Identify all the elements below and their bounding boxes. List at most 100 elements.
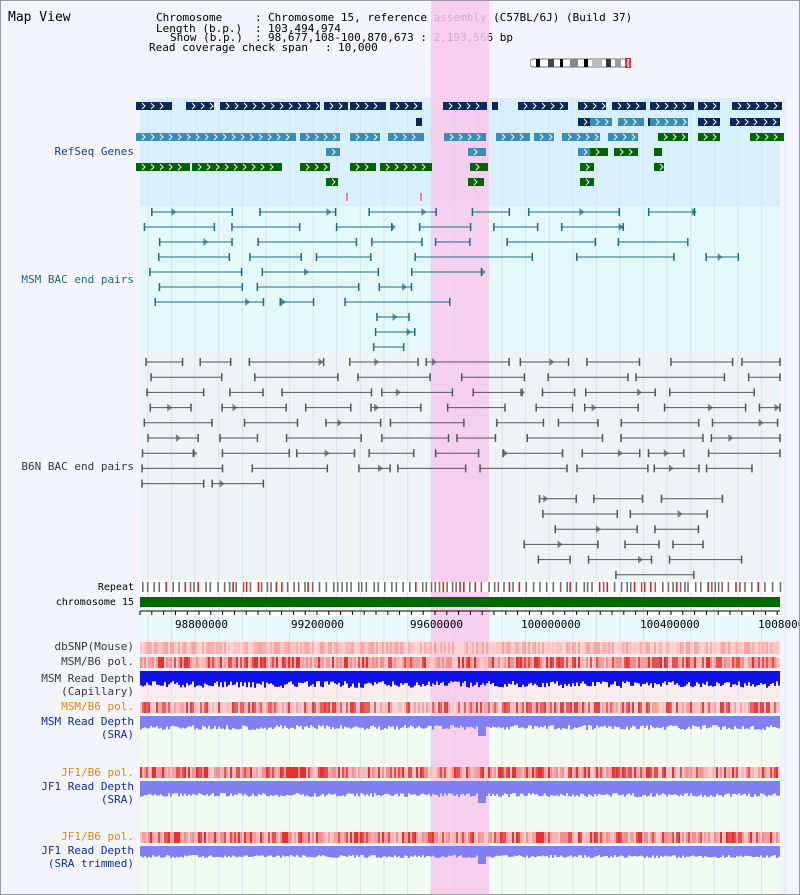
repeat-mark xyxy=(474,582,477,592)
dbsnp-strip xyxy=(570,642,572,654)
jf1-pol-strip xyxy=(742,767,744,778)
msm-depth-sra-bar xyxy=(314,716,316,729)
msm-pol-strip xyxy=(610,657,612,668)
msm-depth-sra-bar xyxy=(352,716,354,728)
jf1-pol-strip xyxy=(586,767,588,778)
jf1-depth-trim-bar xyxy=(592,846,594,858)
jf1-pol-strip xyxy=(402,767,404,778)
msm-pol-strip xyxy=(490,657,492,668)
dbsnp-strip xyxy=(420,642,422,654)
jf1-pol-strip-2 xyxy=(772,832,774,843)
msm-pol-strip-2 xyxy=(226,702,228,713)
jf1-depth-sra-bar xyxy=(474,781,476,796)
dbsnp-strip xyxy=(290,642,292,654)
msm-depth-capillary-bar xyxy=(734,671,736,685)
jf1-pol-strip xyxy=(504,767,506,778)
dbsnp-strip xyxy=(668,642,670,654)
jf1-depth-sra-bar xyxy=(602,781,604,796)
jf1-pol-strip-2 xyxy=(688,832,690,843)
msm-depth-capillary-bar xyxy=(724,671,726,683)
msm-pol-strip xyxy=(462,657,464,668)
jf1-pol-strip-2 xyxy=(546,832,548,843)
msm-pol-strip xyxy=(758,657,760,668)
msm-pol-strip-2 xyxy=(402,702,404,713)
jf1-pol-strip-2 xyxy=(700,832,702,843)
msm-depth-sra-bar xyxy=(146,716,148,729)
msm-pol-strip xyxy=(374,657,376,668)
msm-pol-strip-2 xyxy=(656,702,658,713)
jf1-pol-strip-2 xyxy=(528,832,530,843)
msm-pol-strip-2 xyxy=(568,702,570,713)
msm-depth-capillary-bar xyxy=(762,671,764,685)
jf1-pol-strip-2 xyxy=(172,832,174,843)
msm-depth-sra-bar xyxy=(410,716,412,726)
jf1-depth-trim-bar xyxy=(166,846,168,856)
jf1-depth-sra-bar xyxy=(272,781,274,796)
jf1-depth-sra-bar xyxy=(156,781,158,796)
msm-pol-strip xyxy=(736,657,738,668)
jf1-depth-trim-bar xyxy=(366,846,368,858)
repeat-mark xyxy=(245,582,248,592)
msm-pol-strip xyxy=(170,657,172,668)
jf1-pol-strip xyxy=(614,767,616,778)
msm-depth-sra-bar xyxy=(232,716,234,729)
jf1-pol-strip xyxy=(704,767,706,778)
gene-strand-mark xyxy=(315,102,320,110)
jf1-pol-strip-2 xyxy=(250,832,252,843)
jf1-depth-sra-bar xyxy=(348,781,350,794)
msm-depth-capillary-bar xyxy=(436,671,438,682)
msm-pol-strip xyxy=(518,657,520,668)
jf1-pol-strip xyxy=(388,767,390,778)
msm-pol-strip xyxy=(670,657,672,668)
chromosome-ideogram[interactable] xyxy=(529,53,632,69)
dbsnp-strip xyxy=(146,642,148,654)
dbsnp-strip xyxy=(684,642,686,654)
jf1-depth-sra-bar xyxy=(580,781,582,794)
jf1-depth-trim-bar xyxy=(378,846,380,858)
repeat-mark xyxy=(598,582,601,592)
msm-pol-strip-2 xyxy=(178,702,180,713)
msm-depth-capillary-bar xyxy=(182,671,184,685)
msm-pol-strip-2 xyxy=(308,702,310,713)
jf1-depth-sra-bar xyxy=(574,781,576,797)
jf1-pol-strip xyxy=(166,767,168,778)
dbsnp-strip xyxy=(592,642,594,654)
jf1-pol-strip-2 xyxy=(640,832,642,843)
jf1-depth-trim-bar xyxy=(468,846,470,858)
jf1-depth-sra-bar xyxy=(460,781,462,795)
msm-pol-strip xyxy=(454,657,456,668)
msm-depth-sra-bar xyxy=(246,716,248,727)
jf1-pol-strip-2 xyxy=(590,832,592,843)
jf1-pol-strip-2 xyxy=(482,832,484,843)
jf1-depth-sra-bar xyxy=(366,781,368,795)
msm-depth-capillary-bar xyxy=(662,671,664,683)
msm-depth-sra-bar xyxy=(196,716,198,729)
dbsnp-strip xyxy=(264,642,266,654)
jf1-pol-strip-2 xyxy=(214,832,216,843)
jf1-pol-strip xyxy=(446,767,448,778)
msm-pol-strip xyxy=(422,657,424,668)
jf1-pol-strip-2 xyxy=(532,832,534,843)
dbsnp-strip xyxy=(176,642,178,654)
repeat-mark xyxy=(552,582,555,592)
dbsnp-strip xyxy=(160,642,162,654)
jf1-pol-strip xyxy=(720,767,722,778)
repeat-mark xyxy=(679,582,682,592)
repeat-mark xyxy=(757,582,760,592)
gene-strand-mark xyxy=(475,163,480,171)
msm-pol-strip xyxy=(384,657,386,668)
jf1-depth-trim-bar xyxy=(642,846,644,857)
msm-depth-sra-bar xyxy=(482,716,484,736)
repeat-mark xyxy=(575,582,578,592)
msm-pol-strip-2 xyxy=(290,702,292,713)
jf1-depth-trim-bar xyxy=(142,846,144,858)
jf1-depth-sra-bar xyxy=(324,781,326,797)
jf1-pol-strip-2 xyxy=(756,832,758,843)
msm-pol-strip-2 xyxy=(644,702,646,713)
dbsnp-strip xyxy=(310,642,312,654)
jf1-depth-sra-bar xyxy=(240,781,242,794)
jf1-depth-trim-bar xyxy=(680,846,682,858)
msm-pol-strip-2 xyxy=(164,702,166,713)
jf1-depth-trim-bar xyxy=(278,846,280,856)
